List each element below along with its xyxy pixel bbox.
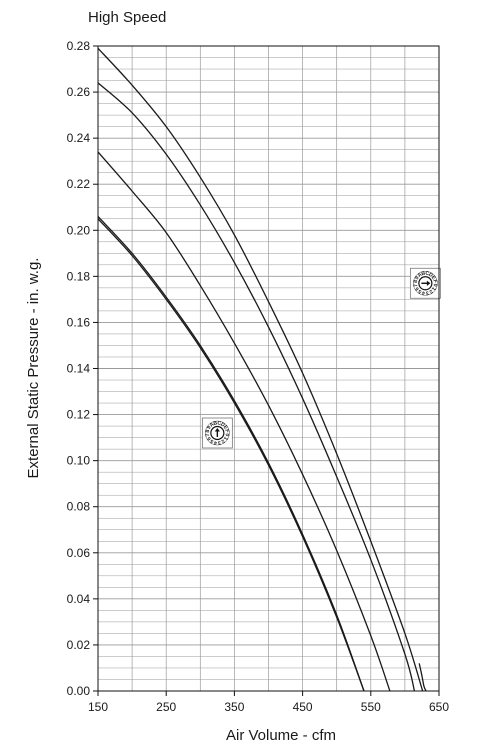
svg-text:D: D (219, 422, 226, 429)
y-tick-label: 0.20 (67, 223, 91, 237)
grid (97, 45, 440, 692)
svg-text:8: 8 (205, 429, 211, 433)
svg-text:E: E (430, 275, 437, 282)
x-tick-label: 550 (361, 700, 381, 714)
svg-text:F: F (431, 279, 438, 283)
y-tick-label: 0.24 (67, 131, 91, 145)
x-tick-label: 650 (429, 700, 449, 714)
svg-text:7: 7 (413, 283, 419, 287)
svg-text:6: 6 (206, 435, 213, 441)
svg-text:4: 4 (422, 289, 426, 295)
series-line-3 (97, 151, 391, 692)
y-tick-label: 0.08 (67, 500, 91, 514)
series-line-4 (97, 82, 416, 692)
y-tick-label: 0.26 (67, 85, 91, 99)
svg-text:1: 1 (222, 435, 229, 441)
series-line-6 (418, 663, 427, 692)
svg-text:B: B (421, 271, 426, 278)
svg-text:F: F (223, 429, 230, 433)
svg-text:9: 9 (414, 275, 421, 281)
series-group (97, 47, 427, 692)
y-tick-label: 0.12 (67, 408, 91, 422)
svg-text:1: 1 (430, 286, 437, 292)
y-tick-label: 0.16 (67, 315, 91, 329)
svg-text:3: 3 (425, 289, 429, 295)
y-tick-label: 0.22 (67, 177, 91, 191)
svg-text:D: D (427, 272, 434, 279)
y-tick-label: 0.00 (67, 684, 91, 698)
svg-text:5: 5 (209, 438, 215, 445)
svg-text:4: 4 (214, 439, 218, 445)
svg-text:7: 7 (205, 433, 211, 437)
svg-text:C: C (217, 420, 222, 427)
svg-text:C: C (425, 271, 430, 278)
svg-text:5: 5 (417, 288, 423, 295)
svg-text:E: E (222, 425, 229, 432)
series-line-1 (97, 218, 365, 692)
tick-labels: 150 250 350 450 550 6500.000.020.040.060.080.… (67, 39, 450, 714)
svg-text:6: 6 (414, 286, 421, 292)
y-tick-label: 0.28 (67, 39, 91, 53)
x-tick-label: 250 (156, 700, 176, 714)
svg-text:8: 8 (413, 279, 419, 283)
chart-title: High Speed (88, 9, 166, 26)
x-axis-label: Air Volume - cfm (226, 727, 336, 744)
svg-text:3: 3 (217, 439, 221, 445)
y-tick-label: 0.18 (67, 269, 91, 283)
x-tick-label: 450 (293, 700, 313, 714)
svg-text:0: 0 (431, 283, 437, 287)
svg-text:A: A (417, 272, 424, 279)
svg-text:0: 0 (223, 433, 229, 437)
series-line-2 (97, 216, 365, 692)
y-tick-label: 0.04 (67, 592, 91, 606)
y-axis-label: External Static Pressure - in. w.g. (25, 258, 42, 479)
svg-text:2: 2 (220, 438, 226, 445)
x-tick-label: 150 (88, 700, 108, 714)
svg-text:B: B (213, 420, 218, 427)
svg-text:9: 9 (206, 425, 213, 431)
y-tick-label: 0.14 (67, 362, 91, 376)
x-tick-label: 350 (224, 700, 244, 714)
series-line-5 (97, 47, 424, 692)
y-tick-label: 0.10 (67, 454, 91, 468)
svg-text:A: A (209, 421, 216, 428)
y-tick-label: 0.06 (67, 546, 91, 560)
y-tick-label: 0.02 (67, 638, 91, 652)
svg-text:2: 2 (428, 288, 434, 295)
